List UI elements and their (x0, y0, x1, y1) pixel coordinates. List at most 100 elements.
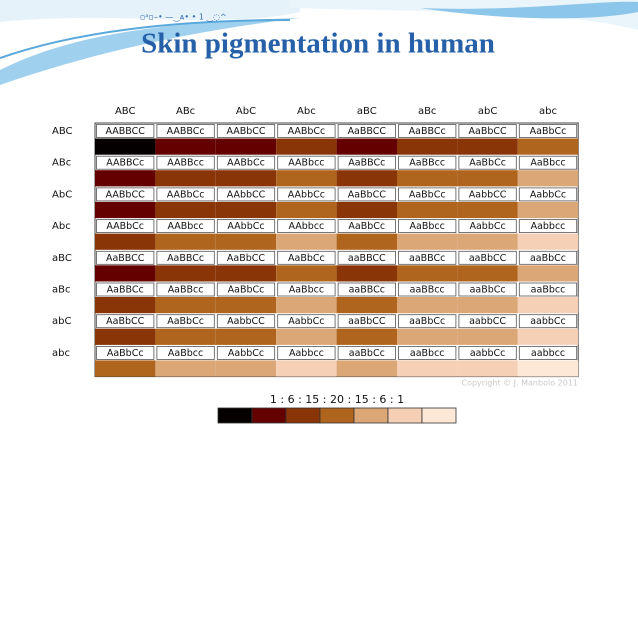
shade-swatch (215, 360, 277, 377)
shade-swatch (397, 138, 458, 155)
cell-box (216, 187, 276, 202)
column-header: Abc (297, 106, 316, 117)
ratio: 1 : 6 : 15 : 20 : 15 : 6 : 1 (270, 393, 404, 406)
shade-swatch (276, 138, 337, 155)
cell-box (337, 187, 396, 202)
cell-box (337, 282, 396, 297)
cell-box (96, 187, 155, 202)
genotype: aaBBCc (409, 253, 445, 264)
cell-box (277, 314, 336, 329)
copyright: Copyright © J. Manbolo 2011 (462, 379, 579, 388)
genotype: AABBCc (106, 158, 144, 169)
genotype: AaBbcc (410, 221, 445, 232)
shade-swatch (276, 233, 337, 250)
shade-swatch (215, 233, 277, 250)
genotype: AaBBCc (167, 253, 204, 264)
cell-box (458, 345, 517, 360)
shade-swatch (95, 360, 156, 377)
genotype: AaBbcc (530, 158, 565, 169)
genotype: AaBbcc (289, 285, 324, 296)
cell-box (458, 155, 517, 170)
cell-box (96, 124, 155, 138)
shade-swatch (155, 360, 216, 377)
cell-box (458, 314, 517, 329)
cell-box (398, 314, 457, 329)
shade-swatch (215, 138, 277, 155)
genotype: AaBbCc (228, 285, 265, 296)
shade-swatch (155, 170, 216, 187)
genotype: AaBbCc (348, 221, 385, 232)
row-header: AbC (52, 189, 72, 200)
legend-swatch (387, 407, 423, 424)
genotype: aaBbcc (410, 348, 445, 359)
genotype: AaBBcc (168, 285, 204, 296)
legend-swatch (421, 407, 457, 424)
genotype: aaBBCc (349, 285, 385, 296)
decor-swoosh (0, 18, 300, 85)
column-header: abC (478, 106, 497, 117)
genotype: AabbCc (288, 316, 324, 327)
cell-box (96, 219, 155, 234)
genotype: AaBBCc (348, 158, 385, 169)
cell-box (156, 187, 215, 202)
genotype: AABbCc (227, 158, 265, 169)
cell-box (96, 314, 155, 329)
shade-swatch (336, 360, 397, 377)
cell-box (277, 155, 336, 170)
genotype: AabbCc (228, 348, 264, 359)
genotype: AaBbCC (348, 189, 387, 200)
genotype: aaBbCc (409, 316, 445, 327)
shade-swatch (155, 265, 216, 282)
shade-swatch (95, 201, 156, 219)
cell-box (337, 345, 396, 360)
cell-box (518, 187, 578, 202)
shade-swatch (457, 201, 518, 219)
shade-swatch (215, 328, 277, 345)
genotype: AAbbCc (288, 189, 325, 200)
genotype: AabbCC (469, 189, 507, 200)
genotype: AaBbCc (107, 348, 144, 359)
caption: ▫ᵃ▫–• —‿ᴀ• • 1 ‿◌^ (140, 13, 227, 22)
shade-swatch (336, 138, 397, 155)
shade-swatch (155, 201, 216, 219)
genotype: AABbCC (226, 126, 265, 137)
cell-box (216, 314, 276, 329)
genotype: aaBBCC (348, 253, 386, 264)
shade-swatch (517, 138, 579, 155)
shade-swatch (95, 328, 156, 345)
genotype: AaBBCC (106, 253, 145, 264)
genotype: aaBbCc (470, 285, 506, 296)
shade-swatch (276, 265, 337, 282)
cell-box (96, 345, 155, 360)
shade-swatch (457, 170, 518, 187)
shade-swatch (215, 201, 277, 219)
cell-box (398, 124, 457, 138)
shade-swatch (457, 360, 518, 377)
genotype: AaBBCc (107, 285, 144, 296)
genotype: aaBbCc (349, 348, 385, 359)
decor-swoosh (420, 1, 638, 19)
cell-box (337, 250, 396, 265)
shade-swatch (397, 297, 458, 314)
shade-swatch (336, 201, 397, 219)
genotype: aaBbCC (348, 316, 386, 327)
genotype: AABBCC (105, 126, 145, 137)
shade-swatch (215, 170, 277, 187)
cell-box (458, 187, 517, 202)
genotype: aaBbCC (469, 253, 507, 264)
shade-swatch (397, 328, 458, 345)
shade-swatch (215, 265, 277, 282)
column-header: aBc (418, 106, 437, 117)
shade-swatch (276, 170, 337, 187)
genotype: AABBCc (167, 126, 205, 137)
shade-swatch (517, 360, 579, 377)
cell-box (216, 282, 276, 297)
cell-box (216, 345, 276, 360)
column-header: ABC (115, 106, 136, 117)
column-header: ABc (176, 106, 195, 117)
shade-swatch (276, 360, 337, 377)
cell-box (458, 250, 517, 265)
legend-swatch (319, 407, 355, 424)
cell-box (216, 124, 276, 138)
cell-box (337, 314, 396, 329)
